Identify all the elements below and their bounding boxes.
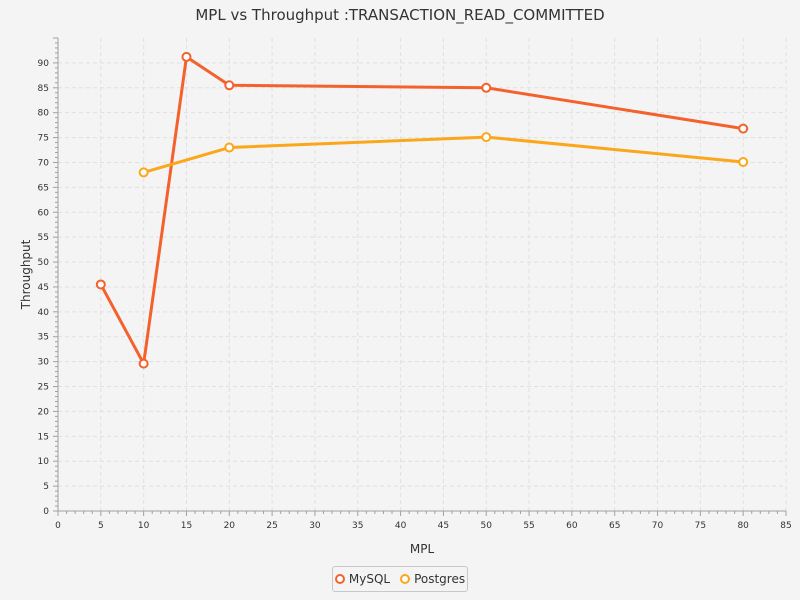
series-line-postgres	[142, 135, 745, 174]
x-tick-label: 45	[438, 521, 449, 531]
data-point-mysql	[95, 279, 106, 290]
x-tick-label: 0	[55, 521, 61, 531]
legend-label-mysql: MySQL	[348, 572, 391, 586]
x-tick-label: 40	[395, 521, 407, 531]
x-tick-label: 25	[266, 521, 277, 531]
data-point-postgres	[138, 167, 149, 178]
data-point-postgres	[224, 142, 235, 153]
legend-symbol-mysql	[334, 574, 345, 584]
chart-title: MPL vs Throughput :TRANSACTION_READ_COMM…	[195, 6, 605, 24]
legend-item-mysql[interactable]: MySQL	[334, 572, 391, 586]
y-tick-label: 50	[38, 258, 50, 268]
y-tick-label: 55	[38, 233, 49, 243]
data-point-mysql	[138, 358, 149, 369]
data-point-postgres	[738, 156, 749, 167]
x-tick-label: 85	[780, 521, 791, 531]
y-tick-label: 65	[38, 183, 49, 193]
y-tick-label: 15	[38, 432, 49, 442]
x-axis-label: MPL	[410, 542, 435, 556]
y-tick-label: 75	[38, 134, 49, 144]
x-tick-label: 30	[309, 521, 321, 531]
x-tick-label: 5	[98, 521, 104, 531]
y-tick-label: 10	[38, 457, 50, 467]
y-tick-label: 45	[38, 283, 49, 293]
x-tick-label: 80	[737, 521, 749, 531]
legend-label-postgres: Postgres	[414, 572, 466, 586]
y-tick-label: 40	[38, 308, 50, 318]
y-tick-label: 60	[38, 208, 50, 218]
y-tick-label: 80	[38, 109, 50, 119]
y-tick-label: 85	[38, 84, 49, 94]
y-axis-label: Throughput	[19, 239, 33, 310]
y-tick-label: 5	[43, 482, 49, 492]
x-tick-label: 70	[652, 521, 664, 531]
x-tick-label: 75	[695, 521, 706, 531]
x-tick-label: 55	[523, 521, 534, 531]
x-tick-label: 60	[566, 521, 578, 531]
y-tick-label: 0	[43, 507, 49, 517]
y-tick-label: 90	[38, 59, 50, 69]
legend-symbol-postgres	[400, 574, 411, 584]
y-tick-label: 70	[38, 158, 50, 168]
data-point-postgres	[481, 132, 492, 143]
x-tick-label: 35	[352, 521, 363, 531]
x-tick-label: 15	[181, 521, 192, 531]
data-point-mysql	[738, 123, 749, 134]
series-line-mysql	[99, 55, 745, 366]
legend-item-postgres[interactable]: Postgres	[400, 572, 465, 586]
y-tick-label: 25	[38, 383, 49, 393]
y-tick-label: 30	[38, 358, 50, 368]
x-tick-label: 20	[224, 521, 236, 531]
data-point-mysql	[181, 51, 192, 62]
y-tick-label: 20	[38, 407, 50, 417]
x-tick-label: 65	[609, 521, 620, 531]
y-tick-label: 35	[38, 333, 49, 343]
x-tick-label: 10	[138, 521, 150, 531]
x-tick-label: 50	[481, 521, 493, 531]
data-point-mysql	[224, 80, 235, 91]
data-point-mysql	[481, 82, 492, 93]
legend: MySQL Postgres	[332, 566, 468, 592]
